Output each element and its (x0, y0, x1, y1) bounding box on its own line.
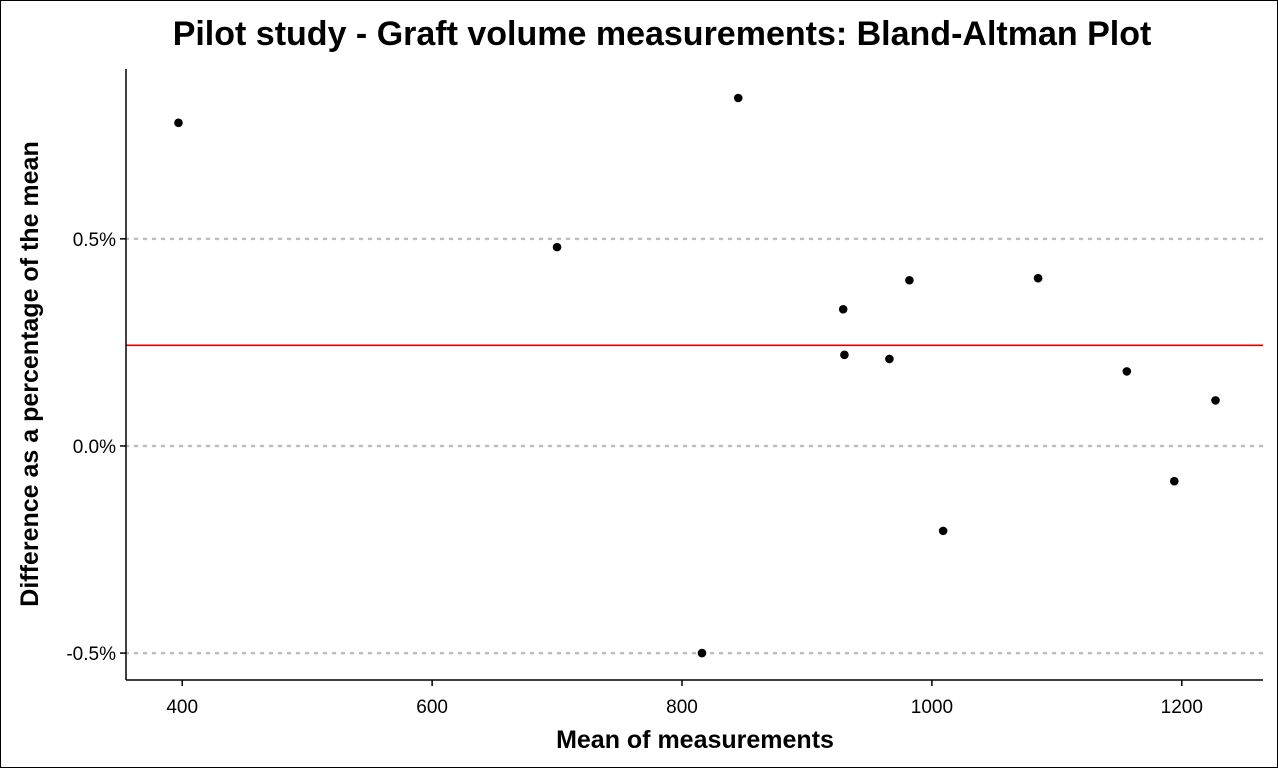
data-point (697, 648, 707, 658)
data-point (1122, 367, 1132, 376)
x-axis-ticks: 400 600 800 1000 1200 (166, 680, 1203, 718)
x-tick-label: 1200 (1161, 697, 1203, 718)
data-point (733, 93, 743, 103)
y-tick-label: -0.5% (66, 644, 116, 665)
data-point (885, 354, 894, 364)
y-tick-label: 0.0% (73, 437, 116, 458)
x-axis-title: Mean of measurements (556, 726, 834, 754)
data-point (1033, 273, 1043, 283)
data-point (174, 118, 183, 128)
data-point (938, 526, 948, 536)
x-tick-label: 400 (166, 697, 198, 718)
data-point (552, 242, 562, 252)
data-point (1211, 396, 1220, 405)
y-tick-label: 0.5% (73, 230, 116, 251)
y-axis-ticks: 0.5% 0.0% -0.5% (66, 230, 126, 665)
x-tick-label: 1000 (911, 697, 953, 718)
x-tick-label: 800 (666, 697, 698, 718)
y-axis-title: Difference as a percentage of the mean (16, 141, 44, 606)
data-point (840, 350, 849, 360)
grid-layer (124, 237, 1265, 655)
data-point (838, 304, 848, 314)
x-tick-label: 600 (416, 697, 448, 718)
data-point (1169, 476, 1179, 486)
points-layer (174, 93, 1220, 658)
data-point (905, 275, 914, 285)
chart-title: Pilot study - Graft volume measurements:… (173, 15, 1152, 53)
